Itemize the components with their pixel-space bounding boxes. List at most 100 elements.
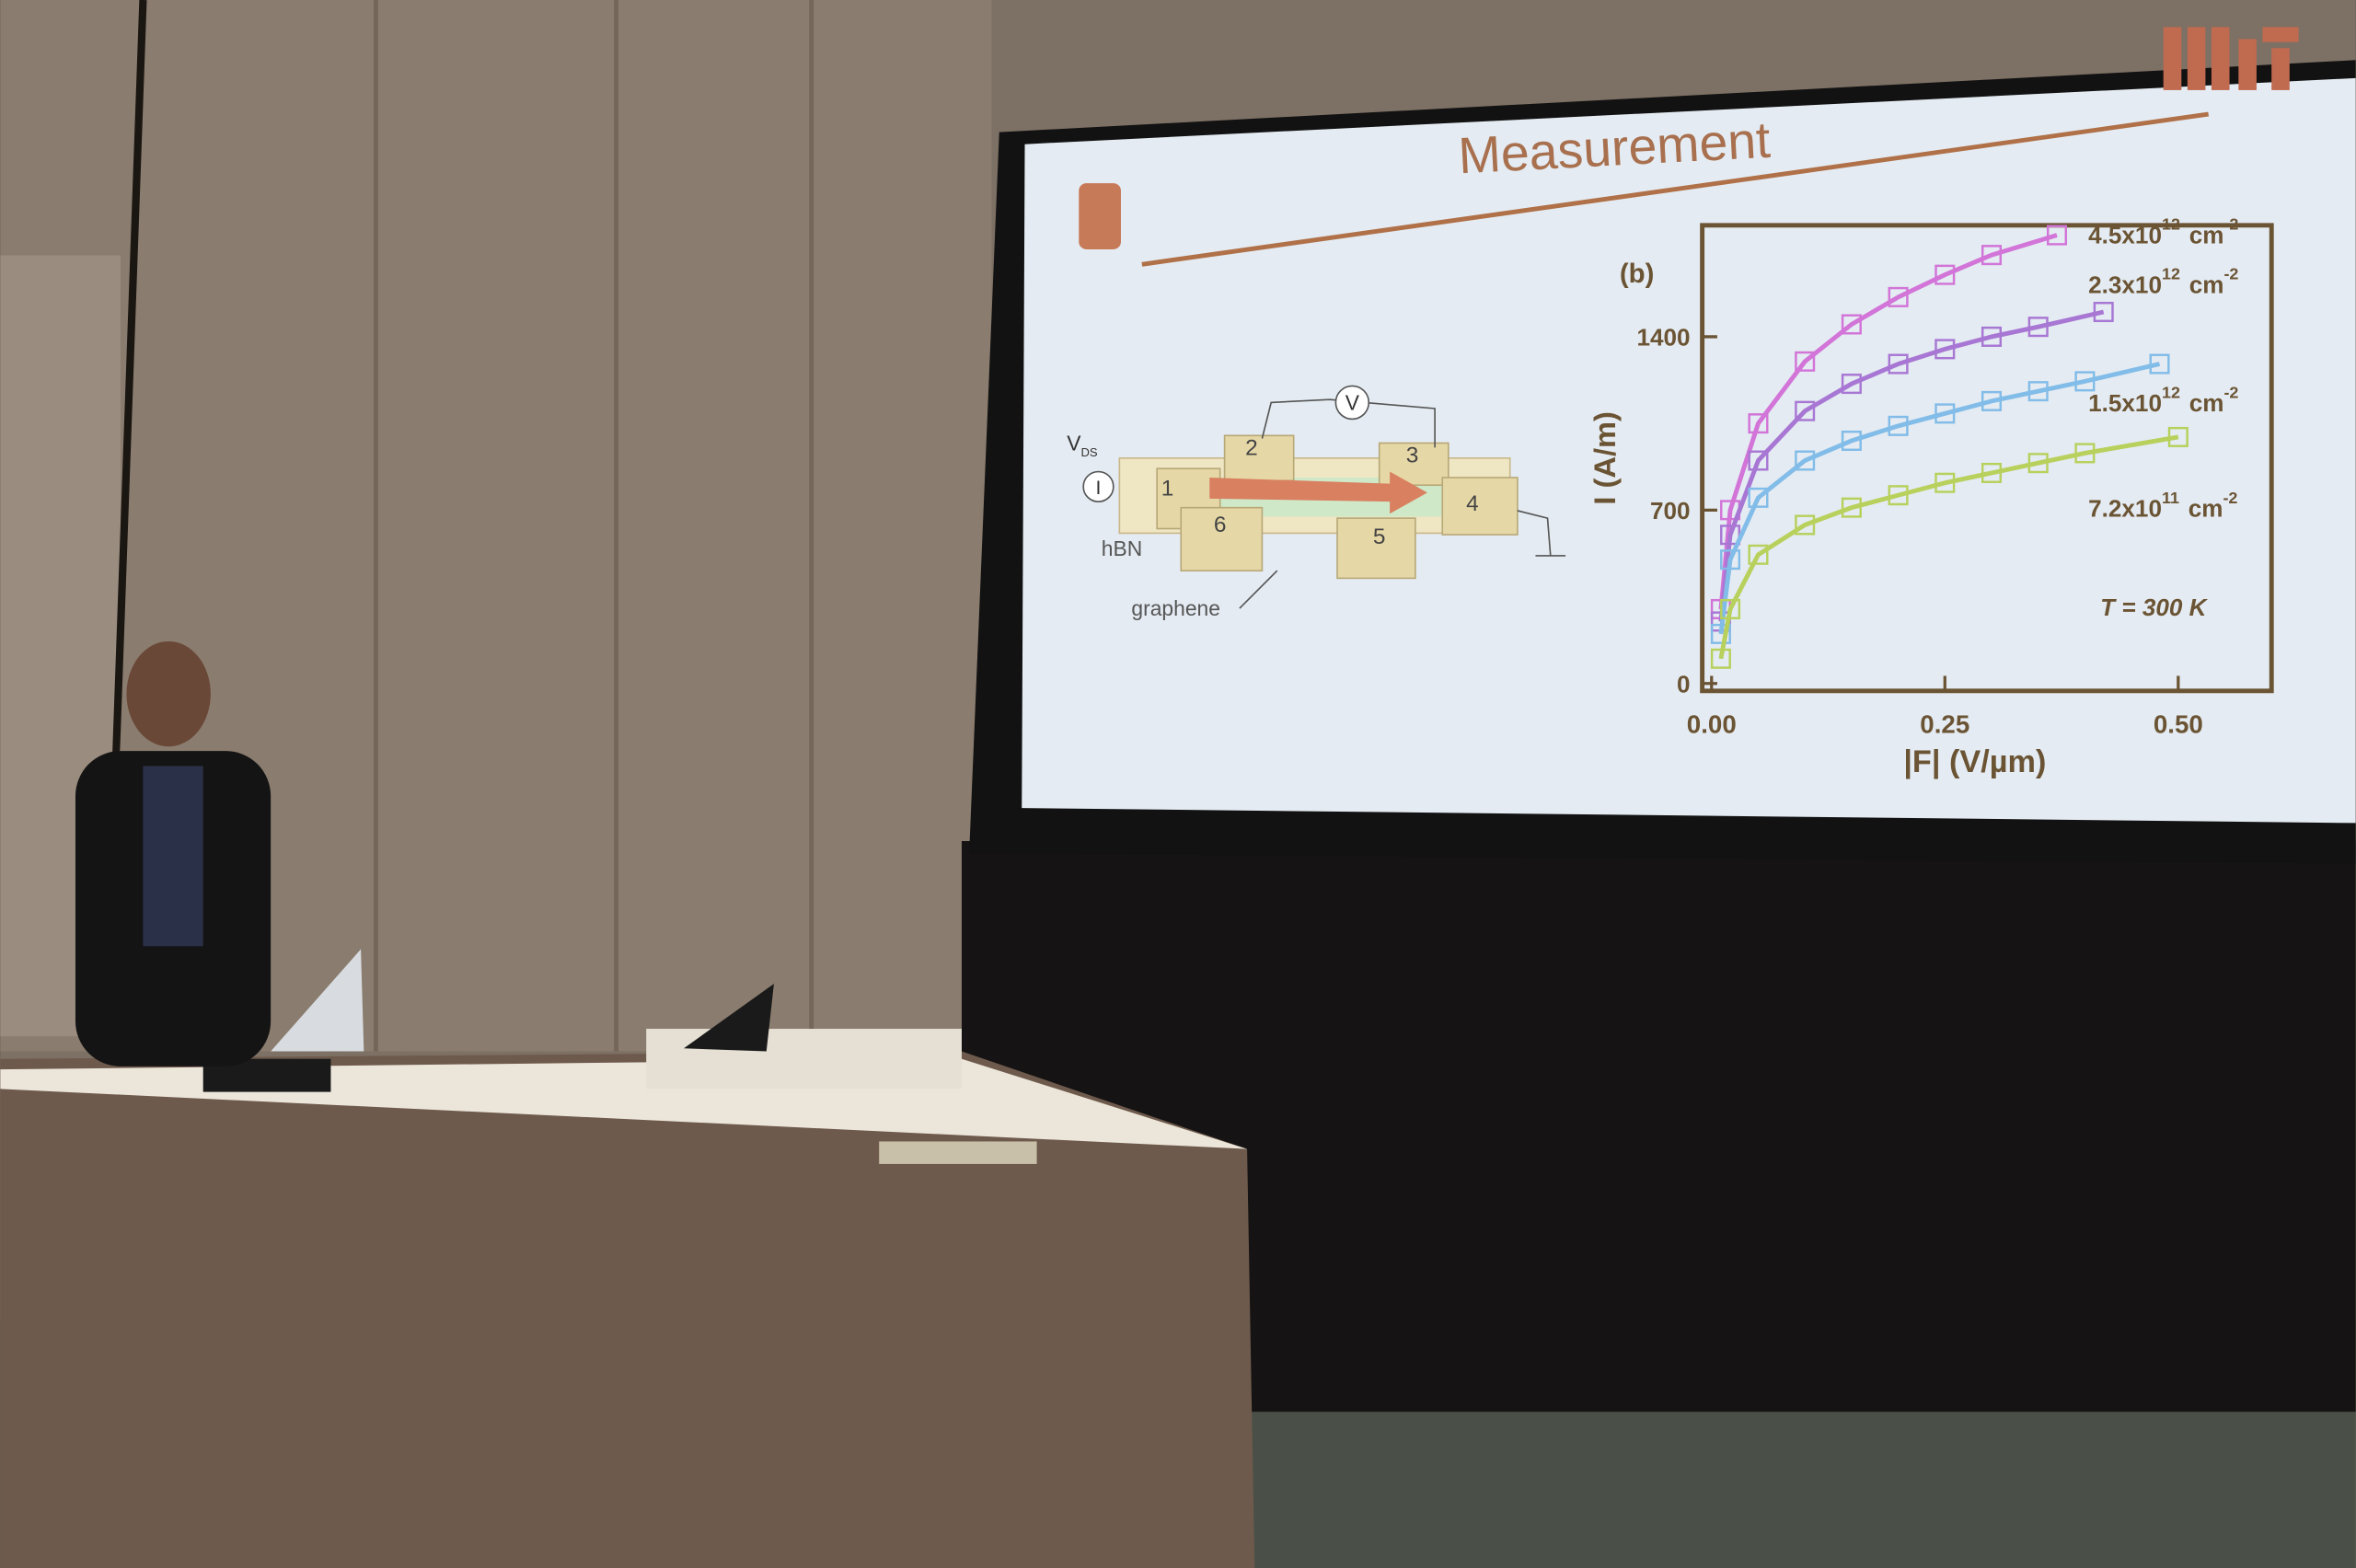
presenter — [75, 640, 271, 1066]
series-label: 2.3x1012 cm-2 — [2088, 265, 2238, 299]
series-line — [1718, 362, 2161, 635]
wire — [1261, 398, 1436, 448]
head — [126, 640, 211, 747]
annotation: T = 300 K — [2100, 594, 2209, 621]
slide — [1022, 77, 2356, 824]
brochures — [879, 1141, 1037, 1164]
marker — [1795, 400, 1816, 421]
marker — [1748, 487, 1769, 508]
leader — [1239, 570, 1278, 609]
blouse — [143, 766, 203, 947]
chart: 0 700 1400 0.00 0.25 0.50 |F| (V/µm) I (A/m) (b)… — [1588, 215, 2274, 779]
marker — [1888, 415, 1909, 436]
marker — [1841, 374, 1862, 395]
marker — [2027, 317, 2049, 338]
marker — [1748, 544, 1769, 565]
marker — [1710, 648, 1731, 669]
ground-wire — [1517, 510, 1552, 556]
y-tick-label: 0 — [1677, 671, 1691, 698]
series-label-base: 2.3x10 — [2088, 271, 2162, 298]
marker — [1748, 450, 1769, 471]
current-arrow — [1209, 471, 1427, 514]
series-label-unit-exp: -2 — [2223, 489, 2237, 507]
marker — [2167, 426, 2189, 447]
series-label-base: 7.2x10 — [2088, 494, 2162, 522]
marker — [1710, 623, 1731, 644]
marker — [1934, 264, 1956, 285]
graphene-label: graphene — [1131, 596, 1220, 620]
contact — [1441, 477, 1519, 536]
contact — [1223, 434, 1295, 482]
x-tick-label: 0.25 — [1920, 710, 1969, 739]
marker — [2027, 453, 2049, 474]
marker — [1888, 353, 1909, 375]
series-label-exp: 12 — [2162, 384, 2180, 402]
mit-logo — [2163, 27, 2299, 90]
marker — [1934, 339, 1956, 360]
table-skirt — [0, 1051, 1255, 1568]
current-label: I — [1096, 478, 1102, 499]
marker — [1981, 390, 2003, 411]
marker — [1981, 462, 2003, 483]
y-axis-label: I (A/m) — [1588, 411, 1622, 505]
marker — [1841, 430, 1862, 451]
series-label: 4.5x1012 cm-2 — [2088, 215, 2238, 249]
contact-number: 6 — [1214, 513, 1227, 537]
contact-number: 3 — [1406, 444, 1419, 468]
contact-number: 4 — [1466, 491, 1479, 516]
y-tick-label: 700 — [1650, 497, 1691, 525]
y-tick-label: 1400 — [1636, 324, 1690, 352]
series-line — [1718, 233, 2058, 610]
x-tick-label: 0.50 — [2154, 710, 2203, 739]
marker — [2149, 353, 2170, 375]
contact-number: 2 — [1245, 436, 1258, 461]
contact — [1336, 517, 1416, 580]
laptop — [684, 984, 774, 1052]
panel-label: (b) — [1620, 259, 1655, 289]
series-label-base: 4.5x10 — [2088, 221, 2162, 248]
marker — [1841, 497, 1862, 518]
hbn-label: hBN — [1102, 536, 1142, 560]
contact — [1180, 506, 1264, 572]
plot-frame — [1700, 223, 2274, 694]
marker — [1748, 413, 1769, 434]
marker — [1841, 314, 1862, 335]
voltmeter-label: V — [1345, 391, 1360, 415]
marker — [1720, 549, 1741, 571]
marker — [1934, 472, 1956, 493]
marker — [1981, 326, 2003, 347]
marker — [2074, 371, 2096, 392]
contact-number: 5 — [1373, 525, 1386, 549]
series-label-exp: 12 — [2162, 265, 2180, 283]
series-label-exp: 12 — [2162, 215, 2180, 234]
marker — [1720, 598, 1741, 620]
source-sub: DS — [1080, 445, 1097, 459]
logo-bar — [2163, 27, 2182, 90]
contact-number: 1 — [1161, 477, 1174, 502]
logo-bar — [2262, 27, 2299, 42]
series-line — [1718, 434, 2179, 660]
laptop — [271, 949, 364, 1052]
x-axis-label: |F| (V/µm) — [1903, 744, 2046, 779]
series-label-unit: cm — [2189, 221, 2224, 248]
source-v: V — [1067, 432, 1081, 455]
series-line — [1718, 309, 2105, 622]
marker — [1795, 450, 1816, 471]
voltmeter — [1334, 385, 1370, 421]
contact-labels: 1 2 3 4 5 6 — [1161, 436, 1479, 549]
logo-bar — [2187, 27, 2206, 90]
stanford-logo — [1079, 183, 1121, 249]
series-label-exp: 11 — [2162, 489, 2179, 507]
logo-bar — [2271, 48, 2290, 90]
series-label: 7.2x1011 cm-2 — [2088, 489, 2237, 523]
marker — [1981, 245, 2003, 266]
title-rule — [1141, 111, 2210, 267]
back-table — [646, 1029, 962, 1090]
series-label-unit-exp: -2 — [2223, 384, 2238, 402]
logo-bar — [2211, 27, 2230, 90]
marker — [1888, 485, 1909, 506]
marker — [2093, 302, 2114, 323]
device-diagram — [1082, 385, 1566, 609]
x-tick-label: 0.00 — [1687, 710, 1737, 739]
